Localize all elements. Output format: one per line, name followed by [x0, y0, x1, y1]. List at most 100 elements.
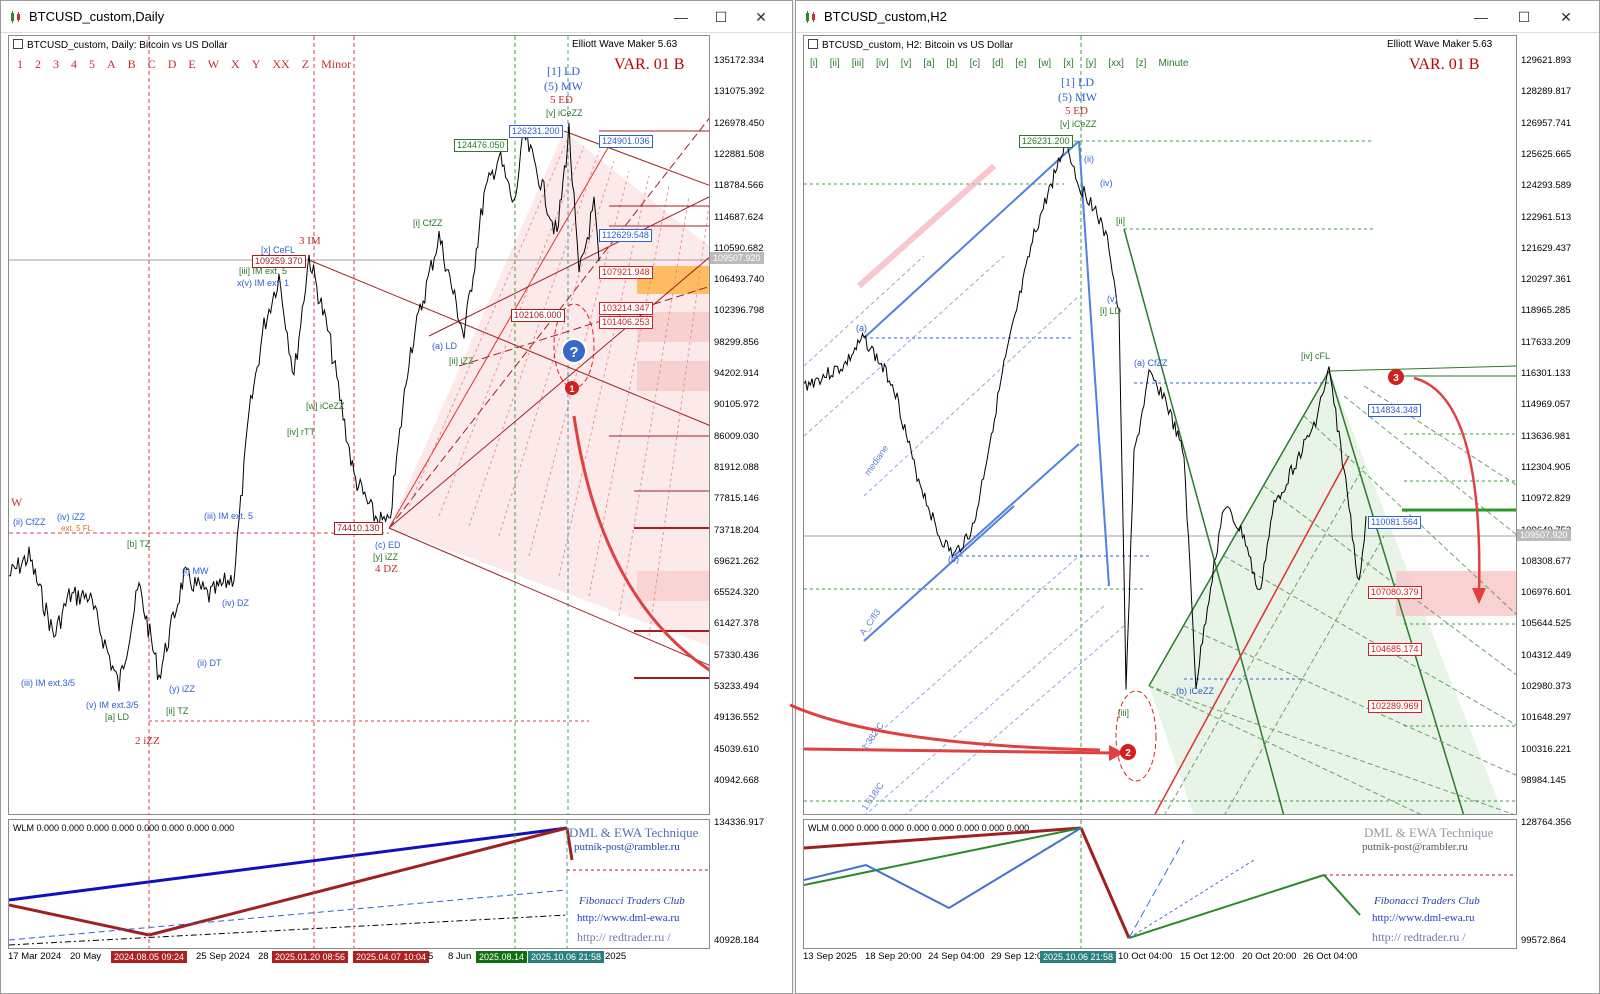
axis-tick-label: 98984.145 — [1521, 774, 1566, 786]
wave-btn[interactable]: [v] — [900, 58, 912, 69]
question-marker[interactable] — [561, 338, 587, 364]
wave-btn[interactable]: 4 — [71, 57, 77, 71]
wave-btn[interactable]: Z — [301, 57, 310, 71]
svg-text:mediane: mediane — [862, 443, 890, 477]
wave-btn[interactable]: XX — [272, 57, 290, 71]
wave-label: [x] CeFL — [261, 245, 296, 255]
axis-tick-label: 128289.817 — [1521, 86, 1572, 98]
credit-link[interactable]: http:// redtrader.ru / — [1372, 930, 1466, 944]
wave-toolbar[interactable]: [i] [ii] [iii] [iv] [v] [a] [b] [c] [d] [e] [w] [x]… — [810, 58, 1200, 69]
axis-tick-label: 94202.914 — [714, 368, 759, 379]
wave-btn[interactable]: [a] — [923, 58, 935, 69]
wave-btn[interactable]: [ii] — [829, 58, 840, 69]
price-chart[interactable]: 2 3 mediane A_C/fl3 1.382/C 1.618/C BTCU… — [803, 35, 1517, 815]
wave-btn[interactable]: Minor — [321, 57, 352, 71]
axis-tick-label: 40942.668 — [714, 774, 759, 786]
h2-chart-window[interactable]: BTCUSD_custom,H2 — ☐ ✕ — [795, 0, 1600, 994]
minimize-button[interactable]: — — [674, 9, 688, 25]
wave-btn[interactable]: [i] — [810, 58, 818, 69]
wave-btn[interactable]: [iii] — [851, 58, 865, 69]
title-bar[interactable]: BTCUSD_custom,Daily — ☐ ✕ — [1, 1, 792, 33]
date-tag: 2025.10.06 21:58 — [528, 951, 605, 963]
wave-btn[interactable]: W — [207, 57, 220, 71]
credit-title: DML & EWA Technique — [569, 825, 699, 840]
wave-label: 4 DZ — [375, 563, 398, 575]
wave-btn[interactable]: A — [107, 57, 116, 71]
axis-tick-label: 86009.030 — [714, 430, 759, 442]
axis-tick-label: 113636.981 — [1521, 430, 1571, 442]
wlm-indicator[interactable]: WLM 0.000 0.000 0.000 0.000 0.000 0.000 … — [8, 819, 710, 949]
price-box: 103214.347 — [599, 302, 653, 315]
title-bar[interactable]: BTCUSD_custom,H2 — ☐ ✕ — [796, 1, 1599, 33]
close-button[interactable]: ✕ — [755, 9, 767, 25]
axis-tick-label: 121629.437 — [1521, 242, 1572, 254]
wave-label: (i) MW — [182, 566, 209, 576]
wave-btn[interactable]: E — [188, 57, 196, 71]
credit-link[interactable]: http:// redtrader.ru / — [577, 930, 671, 944]
wave-label: [1] LD — [1061, 75, 1094, 89]
wave-btn[interactable]: Minute — [1158, 58, 1189, 69]
wave-btn[interactable]: [z] — [1135, 58, 1147, 69]
axis-tick-label: 126978.450 — [714, 117, 765, 129]
wave-label: (iii) IM ext. 5 — [204, 511, 254, 521]
credit-email: putnik-post@rambler.ru — [574, 841, 680, 853]
minimize-button[interactable]: — — [1474, 9, 1488, 25]
axis-tick-label: 73718.204 — [714, 524, 759, 536]
wave-btn[interactable]: [iv] — [876, 58, 889, 69]
wave-btn[interactable]: [y] — [1085, 58, 1097, 69]
wave-btn[interactable]: [e] — [1015, 58, 1027, 69]
wave-btn[interactable]: [b] — [946, 58, 958, 69]
wave-btn[interactable]: [c] — [969, 58, 981, 69]
axis-tick-label: 114687.624 — [714, 211, 764, 223]
wlm-indicator[interactable]: WLM 0.000 0.000 0.000 0.000 0.000 0.000 … — [803, 819, 1517, 949]
wave-btn[interactable]: X — [231, 57, 240, 71]
window-title: BTCUSD_custom,H2 — [824, 9, 947, 24]
wave-btn[interactable]: 1 — [17, 57, 23, 71]
axis-tick-label: 122881.508 — [714, 148, 765, 160]
credit-title: DML & EWA Technique — [1364, 825, 1494, 840]
wave-label: (a) LD — [432, 341, 458, 351]
maximize-button[interactable]: ☐ — [714, 9, 728, 25]
axis-tick-label: 117633.209 — [1521, 336, 1571, 348]
wave-btn[interactable]: C — [147, 57, 156, 71]
maximize-button[interactable]: ☐ — [1517, 9, 1531, 25]
wave-toolbar[interactable]: 1 2 3 4 5 A B C D E W X Y XX Z Minor — [17, 57, 363, 72]
wave-label: (ii) CfZZ — [13, 517, 46, 527]
price-box: 110081.564 — [1368, 516, 1421, 529]
wave-btn[interactable]: 5 — [89, 57, 95, 71]
wave-btn[interactable]: [w] — [1038, 58, 1052, 69]
price-axis[interactable]: 129621.893 128289.817 126957.741 125625.665… — [1517, 35, 1579, 815]
wave-btn[interactable]: 3 — [53, 57, 59, 71]
wave-btn[interactable]: Y — [251, 57, 261, 71]
wave-label: 5 ED — [550, 94, 573, 106]
axis-tick-label: 45039.610 — [714, 743, 759, 755]
wave-btn[interactable]: 2 — [35, 57, 41, 71]
price-chart[interactable]: ? 1 BTCUSD_custom, Daily: Bitcoin vs US … — [8, 35, 710, 815]
axis-tick-label: 102980.373 — [1521, 681, 1572, 692]
daily-chart-window[interactable]: BTCUSD_custom,Daily — ☐ ✕ — [0, 0, 793, 994]
wave-btn[interactable]: [xx] — [1108, 58, 1124, 69]
wave-btn[interactable]: [d] — [992, 58, 1004, 69]
time-axis[interactable]: 13 Sep 2025 18 Sep 20:00 24 Sep 04:00 29… — [803, 951, 1358, 963]
wave-label: (ii) — [1084, 154, 1094, 164]
wave-label: [v] iCeZZ — [1060, 119, 1097, 129]
credit-link[interactable]: http://www.dml-ewa.ru — [1372, 912, 1475, 924]
wave-label: (5) MW — [1058, 90, 1097, 104]
axis-tick-label: 131075.392 — [714, 86, 765, 98]
credit-link[interactable]: http://www.dml-ewa.ru — [577, 912, 680, 924]
price-box: 124476.050 — [454, 139, 508, 152]
wave-label: [iv] rTT — [287, 427, 315, 437]
chart-canvas: ? 1 — [9, 36, 709, 814]
price-axis[interactable]: 135172.334 131075.392 126978.450 122881.508… — [710, 35, 772, 815]
chart-header: BTCUSD_custom, H2: Bitcoin vs US Dollar — [822, 40, 1014, 51]
wave-btn[interactable]: [x] — [1063, 58, 1074, 69]
axis-tick-label: 81912.088 — [714, 461, 759, 473]
wave-label: [i] CfZZ — [413, 218, 443, 228]
wave-btn[interactable]: D — [167, 57, 177, 71]
price-box: 107921.948 — [599, 266, 653, 279]
wave-btn[interactable]: B — [127, 57, 136, 71]
axis-tick-label: 90105.972 — [714, 399, 759, 411]
axis-tick-label: 101648.297 — [1521, 712, 1572, 724]
close-button[interactable]: ✕ — [1560, 9, 1572, 25]
time-axis[interactable]: 17 Mar 2024 20 May 2024.08.05 09:24 25 S… — [8, 951, 627, 963]
